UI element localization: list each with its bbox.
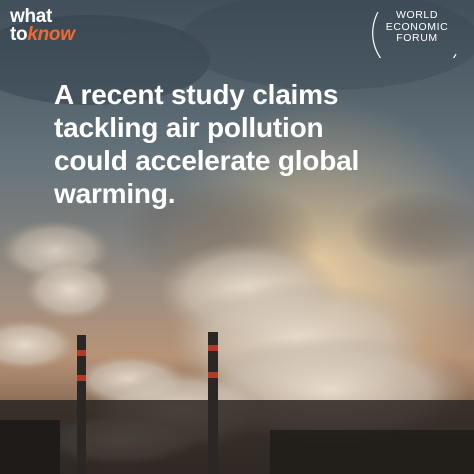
- wef-arc-icon: [372, 11, 457, 58]
- logo-word-know: know: [27, 24, 75, 45]
- headline-line-2: tackling air pollution: [54, 112, 324, 143]
- wef-line-world: WORLD: [395, 9, 439, 21]
- logo-word-to: to: [10, 24, 28, 45]
- wef-line-economic: ECONOMIC: [385, 20, 449, 33]
- logo-line-to-know: toknow: [10, 24, 75, 45]
- world-economic-forum-logo: WORLD ECONOMIC FORUM: [372, 9, 462, 45]
- what-to-know-logo: what toknow: [10, 6, 75, 45]
- headline-line-3: could accelerate global: [54, 145, 360, 176]
- headline-line-4: warming.: [54, 178, 176, 209]
- headline: A recent study claims tackling air pollu…: [54, 78, 454, 210]
- logo-line-what: what: [10, 6, 53, 27]
- wef-line-forum: FORUM: [396, 32, 438, 44]
- headline-line-1: A recent study claims: [54, 79, 339, 110]
